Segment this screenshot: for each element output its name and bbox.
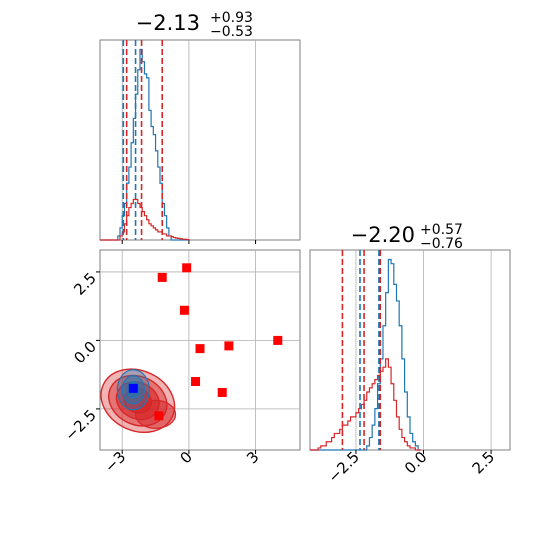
panel-frame xyxy=(99,39,301,241)
grid xyxy=(355,250,492,450)
x-tick-label: 0.0 xyxy=(401,448,431,478)
grid xyxy=(100,250,300,450)
histogram-panel-bottom-right: −2.5 0.0 2.5 −2.20 +0.57 −0.76 xyxy=(309,222,511,486)
red-marker-8 xyxy=(154,411,164,421)
red-marker-0 xyxy=(157,272,167,282)
blue-marker xyxy=(128,383,138,393)
density-contours xyxy=(100,368,177,433)
x-tick-labels: −3 0 3 xyxy=(101,448,263,476)
red-marker-7 xyxy=(217,387,227,397)
red-marker-2 xyxy=(179,305,189,315)
y-tick-label: 0.0 xyxy=(70,338,100,368)
title-tl-main: −2.13 xyxy=(136,11,200,35)
panel-frame xyxy=(99,249,301,451)
scatter-panel-bottom-left: −3 0 3 2.5 0.0 −2.5 xyxy=(61,249,301,476)
panel-frame xyxy=(309,249,511,451)
x-tick-label: 2.5 xyxy=(469,448,499,478)
x-tick-label: 0 xyxy=(176,448,195,467)
title-br-main: −2.20 xyxy=(351,223,415,247)
x-tick-label: 3 xyxy=(243,448,262,467)
histogram-step-series-1 xyxy=(310,358,421,451)
red-marker-3 xyxy=(195,344,205,354)
title-br-minus: −0.76 xyxy=(420,236,463,252)
x-tick-label: −3 xyxy=(101,448,129,476)
title-br-plus: +0.57 xyxy=(420,222,463,238)
title-tl-plus: +0.93 xyxy=(210,10,253,26)
histogram-step-series-0 xyxy=(310,258,421,451)
x-tick-labels: −2.5 0.0 2.5 xyxy=(325,448,499,486)
red-marker-5 xyxy=(273,335,283,345)
histogram-step-series-1 xyxy=(100,198,190,241)
grid xyxy=(121,40,257,244)
quantile-lines xyxy=(122,40,164,240)
histogram-panel-top-left: −2.13 +0.93 −0.53 xyxy=(99,10,301,244)
y-tick-label: −2.5 xyxy=(61,406,99,444)
quantile-lines xyxy=(341,250,382,450)
red-marker-1 xyxy=(182,263,192,273)
histogram-series xyxy=(310,258,421,451)
title-tl-minus: −0.53 xyxy=(210,24,253,40)
x-tick-label: −2.5 xyxy=(325,448,363,486)
histogram-step-series-0 xyxy=(100,48,189,241)
y-tick-labels: 2.5 0.0 −2.5 xyxy=(61,269,100,445)
histogram-series xyxy=(100,48,190,241)
red-marker-6 xyxy=(191,377,201,387)
red-marker-4 xyxy=(224,341,234,351)
y-tick-label: 2.5 xyxy=(70,269,100,299)
markers xyxy=(128,263,283,421)
